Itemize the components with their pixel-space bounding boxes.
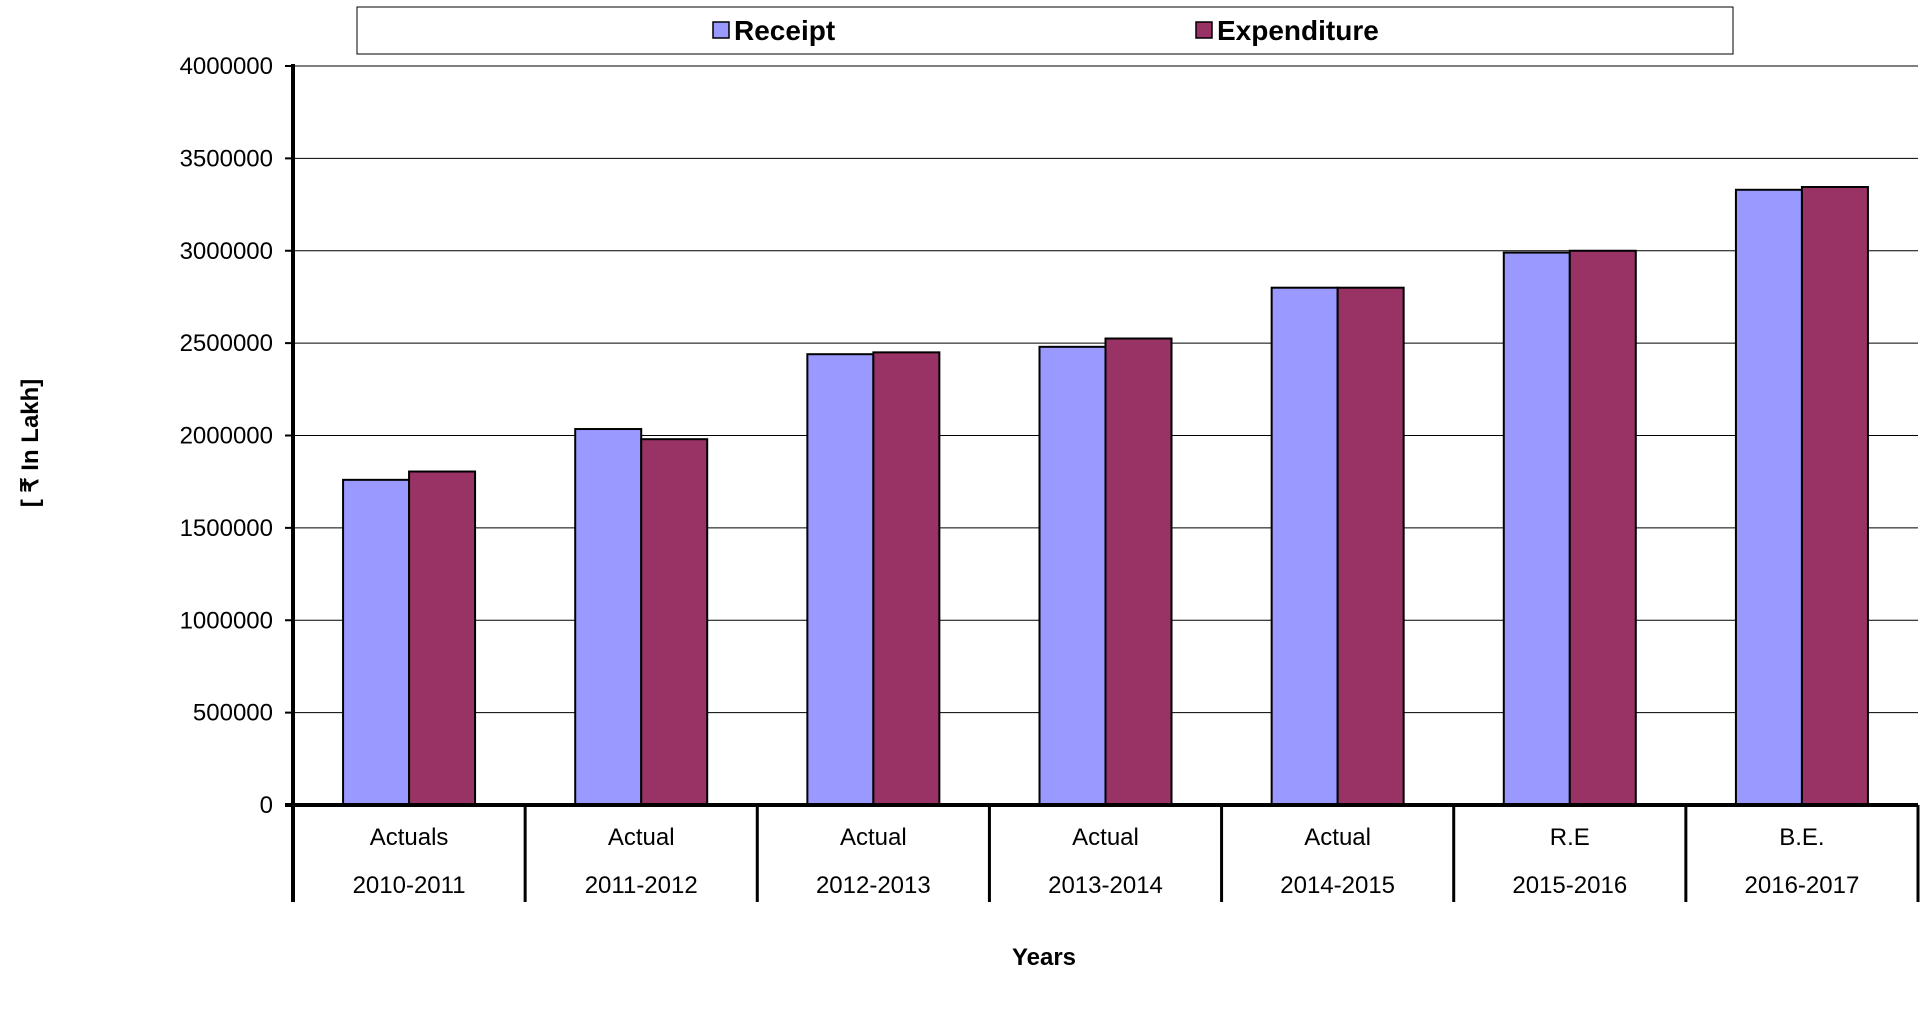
legend: Receipt Expenditure <box>356 6 1734 55</box>
y-tick-label: 4000000 <box>180 53 273 80</box>
y-tick-label: 1000000 <box>180 607 273 634</box>
legend-label-receipt: Receipt <box>734 15 835 46</box>
bar-receipt-2012-2013 <box>806 353 875 806</box>
y-tick-label: 2000000 <box>180 423 273 450</box>
category-label-year: 2014-2015 <box>1280 872 1395 899</box>
category-label-year: 2012-2013 <box>816 872 931 899</box>
bar-expenditure-2014-2015 <box>1336 286 1405 806</box>
y-axis-title: [ ₹ In Lakh] <box>17 379 44 508</box>
y-tick-label: 3000000 <box>180 238 273 265</box>
bar-expenditure-2015-2016 <box>1568 249 1637 806</box>
y-tick-label: 2500000 <box>180 330 273 357</box>
y-tick-label: 500000 <box>193 700 273 727</box>
category-label-year: 2016-2017 <box>1745 872 1860 899</box>
y-tick-labels: 0 500000 1000000 1500000 2000000 2500000 30000… <box>180 53 273 819</box>
legend-swatch-receipt <box>712 21 730 39</box>
x-axis-title: Years <box>1012 944 1076 971</box>
bar-receipt-2010-2011 <box>342 478 411 806</box>
bar-receipt-2011-2012 <box>574 428 643 806</box>
bar-receipt-2016-2017 <box>1734 188 1803 807</box>
y-tick-label: 1500000 <box>180 515 273 542</box>
category-label-type: Actual <box>1304 824 1371 851</box>
category-label-year: 2010-2011 <box>353 872 466 899</box>
category-label-type: B.E. <box>1779 824 1824 851</box>
y-tick-label: 0 <box>260 792 273 819</box>
category-label-type: Actuals <box>370 824 449 851</box>
bar-receipt-2015-2016 <box>1502 251 1571 807</box>
legend-label-expenditure: Expenditure <box>1217 15 1379 46</box>
bar-receipt-2013-2014 <box>1038 345 1107 806</box>
bars <box>342 186 1869 807</box>
legend-swatch-expenditure <box>1195 21 1213 39</box>
category-label-type: R.E <box>1550 824 1590 851</box>
bar-expenditure-2013-2014 <box>1104 337 1173 806</box>
category-label-type: Actual <box>840 824 907 851</box>
bar-expenditure-2010-2011 <box>408 470 477 806</box>
axes <box>285 64 1920 902</box>
category-labels: Actuals 2010-2011 Actual 2011-2012 Actual 201… <box>353 824 1860 899</box>
category-label-year: 2015-2016 <box>1512 872 1627 899</box>
y-tick-label: 3500000 <box>180 145 273 172</box>
bar-expenditure-2012-2013 <box>872 351 941 806</box>
bar-expenditure-2016-2017 <box>1800 186 1869 807</box>
category-label-type: Actual <box>1072 824 1139 851</box>
category-label-year: 2011-2012 <box>585 872 698 899</box>
category-label-type: Actual <box>608 824 675 851</box>
legend-box <box>356 6 1734 55</box>
bar-expenditure-2011-2012 <box>640 438 709 806</box>
bar-receipt-2014-2015 <box>1270 286 1339 806</box>
category-label-year: 2013-2014 <box>1048 872 1163 899</box>
